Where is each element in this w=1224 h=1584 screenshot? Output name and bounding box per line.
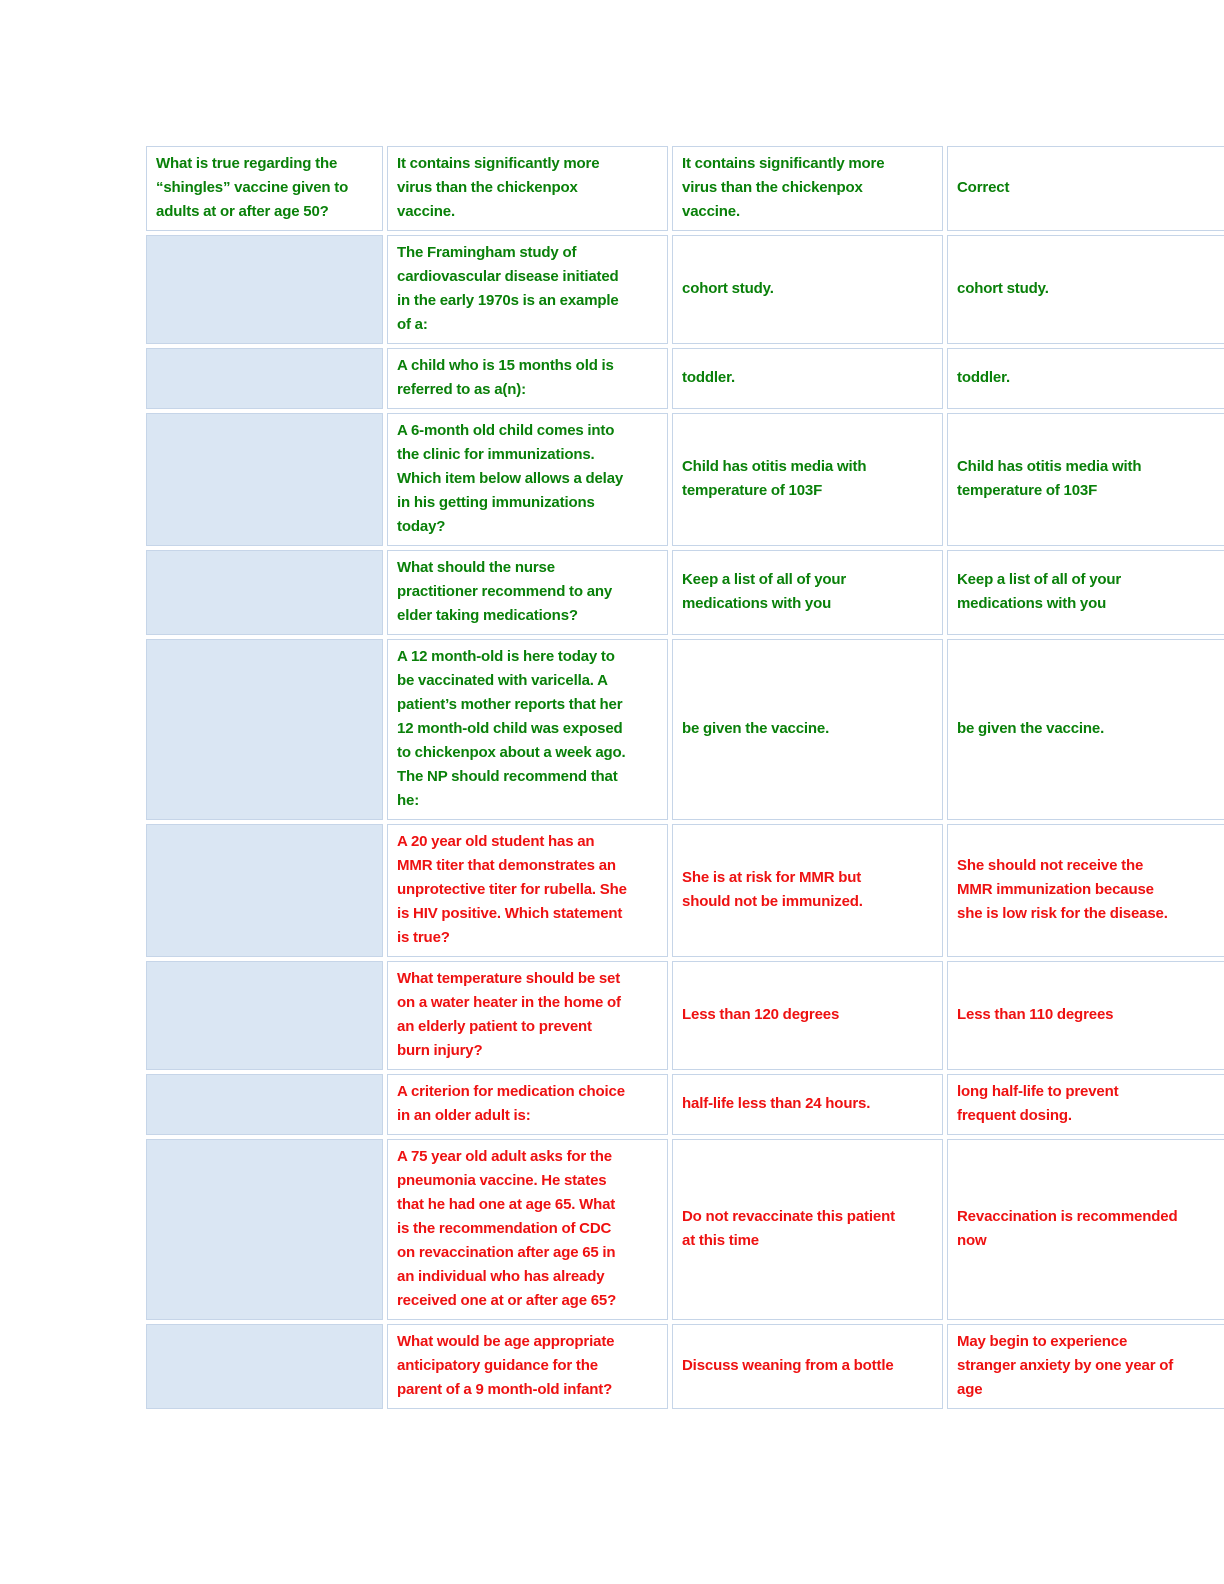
cell-text: A 20 year old student has an MMR titer t… <box>397 833 627 946</box>
spacer-cell <box>146 1324 383 1409</box>
quiz-review-table: What is true regarding the “shingles” va… <box>142 142 1224 1413</box>
table-row: A child who is 15 months old is referred… <box>146 348 1224 409</box>
cell-text: cohort study. <box>957 280 1049 297</box>
spacer-cell <box>146 824 383 957</box>
correct-answer-cell: toddler. <box>947 348 1224 409</box>
cell-text: Keep a list of all of your medications w… <box>957 571 1122 612</box>
question-text-cell: A 6-month old child comes into the clini… <box>387 413 668 546</box>
cell-text: The Framingham study of cardiovascular d… <box>397 244 619 333</box>
spacer-cell <box>146 639 383 820</box>
question-text-cell: What should the nurse practitioner recom… <box>387 550 668 635</box>
cell-text: long half-life to prevent frequent dosin… <box>957 1083 1119 1124</box>
your-answer-cell: Discuss weaning from a bottle <box>672 1324 943 1409</box>
cell-text: What would be age appropriate anticipato… <box>397 1333 615 1398</box>
table-row: What should the nurse practitioner recom… <box>146 550 1224 635</box>
question-text-cell: What temperature should be set on a wate… <box>387 961 668 1070</box>
table-row: A 75 year old adult asks for the pneumon… <box>146 1139 1224 1320</box>
cell-text: Less than 120 degrees <box>682 1006 840 1023</box>
table-row: A 20 year old student has an MMR titer t… <box>146 824 1224 957</box>
cell-text: A child who is 15 months old is referred… <box>397 357 614 398</box>
table-row: A 6-month old child comes into the clini… <box>146 413 1224 546</box>
spacer-cell <box>146 235 383 344</box>
quiz-table-body: What is true regarding the “shingles” va… <box>146 146 1224 1409</box>
question-text-cell: A 12 month-old is here today to be vacci… <box>387 639 668 820</box>
your-answer-cell: It contains significantly more virus tha… <box>672 146 943 231</box>
correct-answer-cell: be given the vaccine. <box>947 639 1224 820</box>
cell-text: A 6-month old child comes into the clini… <box>397 422 624 535</box>
cell-text: She is at risk for MMR but should not be… <box>682 869 863 910</box>
table-row: What would be age appropriate anticipato… <box>146 1324 1224 1409</box>
correct-answer-cell: Child has otitis media with temperature … <box>947 413 1224 546</box>
cell-text: be given the vaccine. <box>957 720 1105 737</box>
spacer-cell <box>146 961 383 1070</box>
correct-answer-cell: May begin to experience stranger anxiety… <box>947 1324 1224 1409</box>
cell-text: Child has otitis media with temperature … <box>957 458 1142 499</box>
cell-text: Do not revaccinate this patient at this … <box>682 1208 895 1249</box>
question-text-cell: A 75 year old adult asks for the pneumon… <box>387 1139 668 1320</box>
question-text-cell: What would be age appropriate anticipato… <box>387 1324 668 1409</box>
cell-text: Revaccination is recommended now <box>957 1208 1178 1249</box>
cell-text: What should the nurse practitioner recom… <box>397 559 613 624</box>
your-answer-cell: Less than 120 degrees <box>672 961 943 1070</box>
cell-text: Correct <box>957 179 1010 196</box>
spacer-cell <box>146 348 383 409</box>
table-row: A criterion for medication choice in an … <box>146 1074 1224 1135</box>
cell-text: cohort study. <box>682 280 774 297</box>
cell-text: What is true regarding the “shingles” va… <box>156 155 349 220</box>
spacer-cell <box>146 1074 383 1135</box>
spacer-cell <box>146 1139 383 1320</box>
cell-text: It contains significantly more virus tha… <box>682 155 885 220</box>
cell-text: It contains significantly more virus tha… <box>397 155 600 220</box>
cell-text: Discuss weaning from a bottle <box>682 1357 894 1374</box>
question-text-cell: It contains significantly more virus tha… <box>387 146 668 231</box>
cell-text: What temperature should be set on a wate… <box>397 970 621 1059</box>
question-text-cell: A child who is 15 months old is referred… <box>387 348 668 409</box>
table-row: The Framingham study of cardiovascular d… <box>146 235 1224 344</box>
cell-text: A 12 month-old is here today to be vacci… <box>397 648 626 809</box>
correct-answer-cell: Revaccination is recommended now <box>947 1139 1224 1320</box>
question-text-cell: A 20 year old student has an MMR titer t… <box>387 824 668 957</box>
correct-answer-cell: She should not receive the MMR immunizat… <box>947 824 1224 957</box>
your-answer-cell: Child has otitis media with temperature … <box>672 413 943 546</box>
cell-text: Keep a list of all of your medications w… <box>682 571 847 612</box>
question-text-cell: A criterion for medication choice in an … <box>387 1074 668 1135</box>
table-row: A 12 month-old is here today to be vacci… <box>146 639 1224 820</box>
cell-text: A 75 year old adult asks for the pneumon… <box>397 1148 617 1309</box>
correct-answer-cell: Less than 110 degrees <box>947 961 1224 1070</box>
cell-text: toddler. <box>682 369 735 386</box>
correct-answer-cell: Correct <box>947 146 1224 231</box>
cell-text: toddler. <box>957 369 1010 386</box>
your-answer-cell: be given the vaccine. <box>672 639 943 820</box>
your-answer-cell: toddler. <box>672 348 943 409</box>
cell-text: She should not receive the MMR immunizat… <box>957 857 1168 922</box>
cell-text: be given the vaccine. <box>682 720 830 737</box>
table-row: What temperature should be set on a wate… <box>146 961 1224 1070</box>
cell-text: May begin to experience stranger anxiety… <box>957 1333 1174 1398</box>
question-stem-cell: What is true regarding the “shingles” va… <box>146 146 383 231</box>
your-answer-cell: cohort study. <box>672 235 943 344</box>
your-answer-cell: Keep a list of all of your medications w… <box>672 550 943 635</box>
correct-answer-cell: long half-life to prevent frequent dosin… <box>947 1074 1224 1135</box>
spacer-cell <box>146 550 383 635</box>
spacer-cell <box>146 413 383 546</box>
correct-answer-cell: Keep a list of all of your medications w… <box>947 550 1224 635</box>
question-text-cell: The Framingham study of cardiovascular d… <box>387 235 668 344</box>
cell-text: Child has otitis media with temperature … <box>682 458 867 499</box>
cell-text: half-life less than 24 hours. <box>682 1095 871 1112</box>
your-answer-cell: She is at risk for MMR but should not be… <box>672 824 943 957</box>
cell-text: A criterion for medication choice in an … <box>397 1083 625 1124</box>
your-answer-cell: half-life less than 24 hours. <box>672 1074 943 1135</box>
cell-text: Less than 110 degrees <box>957 1006 1114 1023</box>
your-answer-cell: Do not revaccinate this patient at this … <box>672 1139 943 1320</box>
table-row: What is true regarding the “shingles” va… <box>146 146 1224 231</box>
correct-answer-cell: cohort study. <box>947 235 1224 344</box>
